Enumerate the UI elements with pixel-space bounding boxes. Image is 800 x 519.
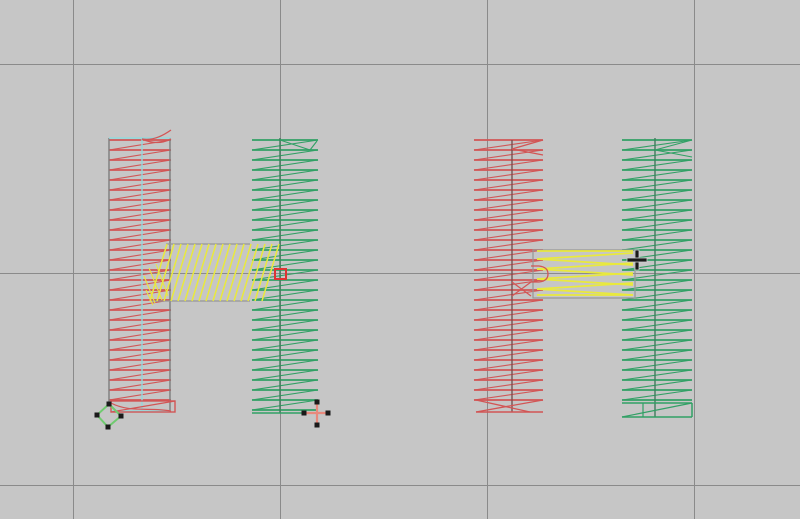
origin-handle-marker[interactable] bbox=[274, 268, 287, 280]
start-point-marker[interactable] bbox=[94, 401, 124, 430]
end-point-marker[interactable] bbox=[301, 399, 331, 428]
stitch-letter-h-left[interactable] bbox=[108, 129, 319, 414]
crosshair-cursor bbox=[626, 249, 648, 271]
stitch-letter-h-right[interactable] bbox=[473, 138, 693, 418]
